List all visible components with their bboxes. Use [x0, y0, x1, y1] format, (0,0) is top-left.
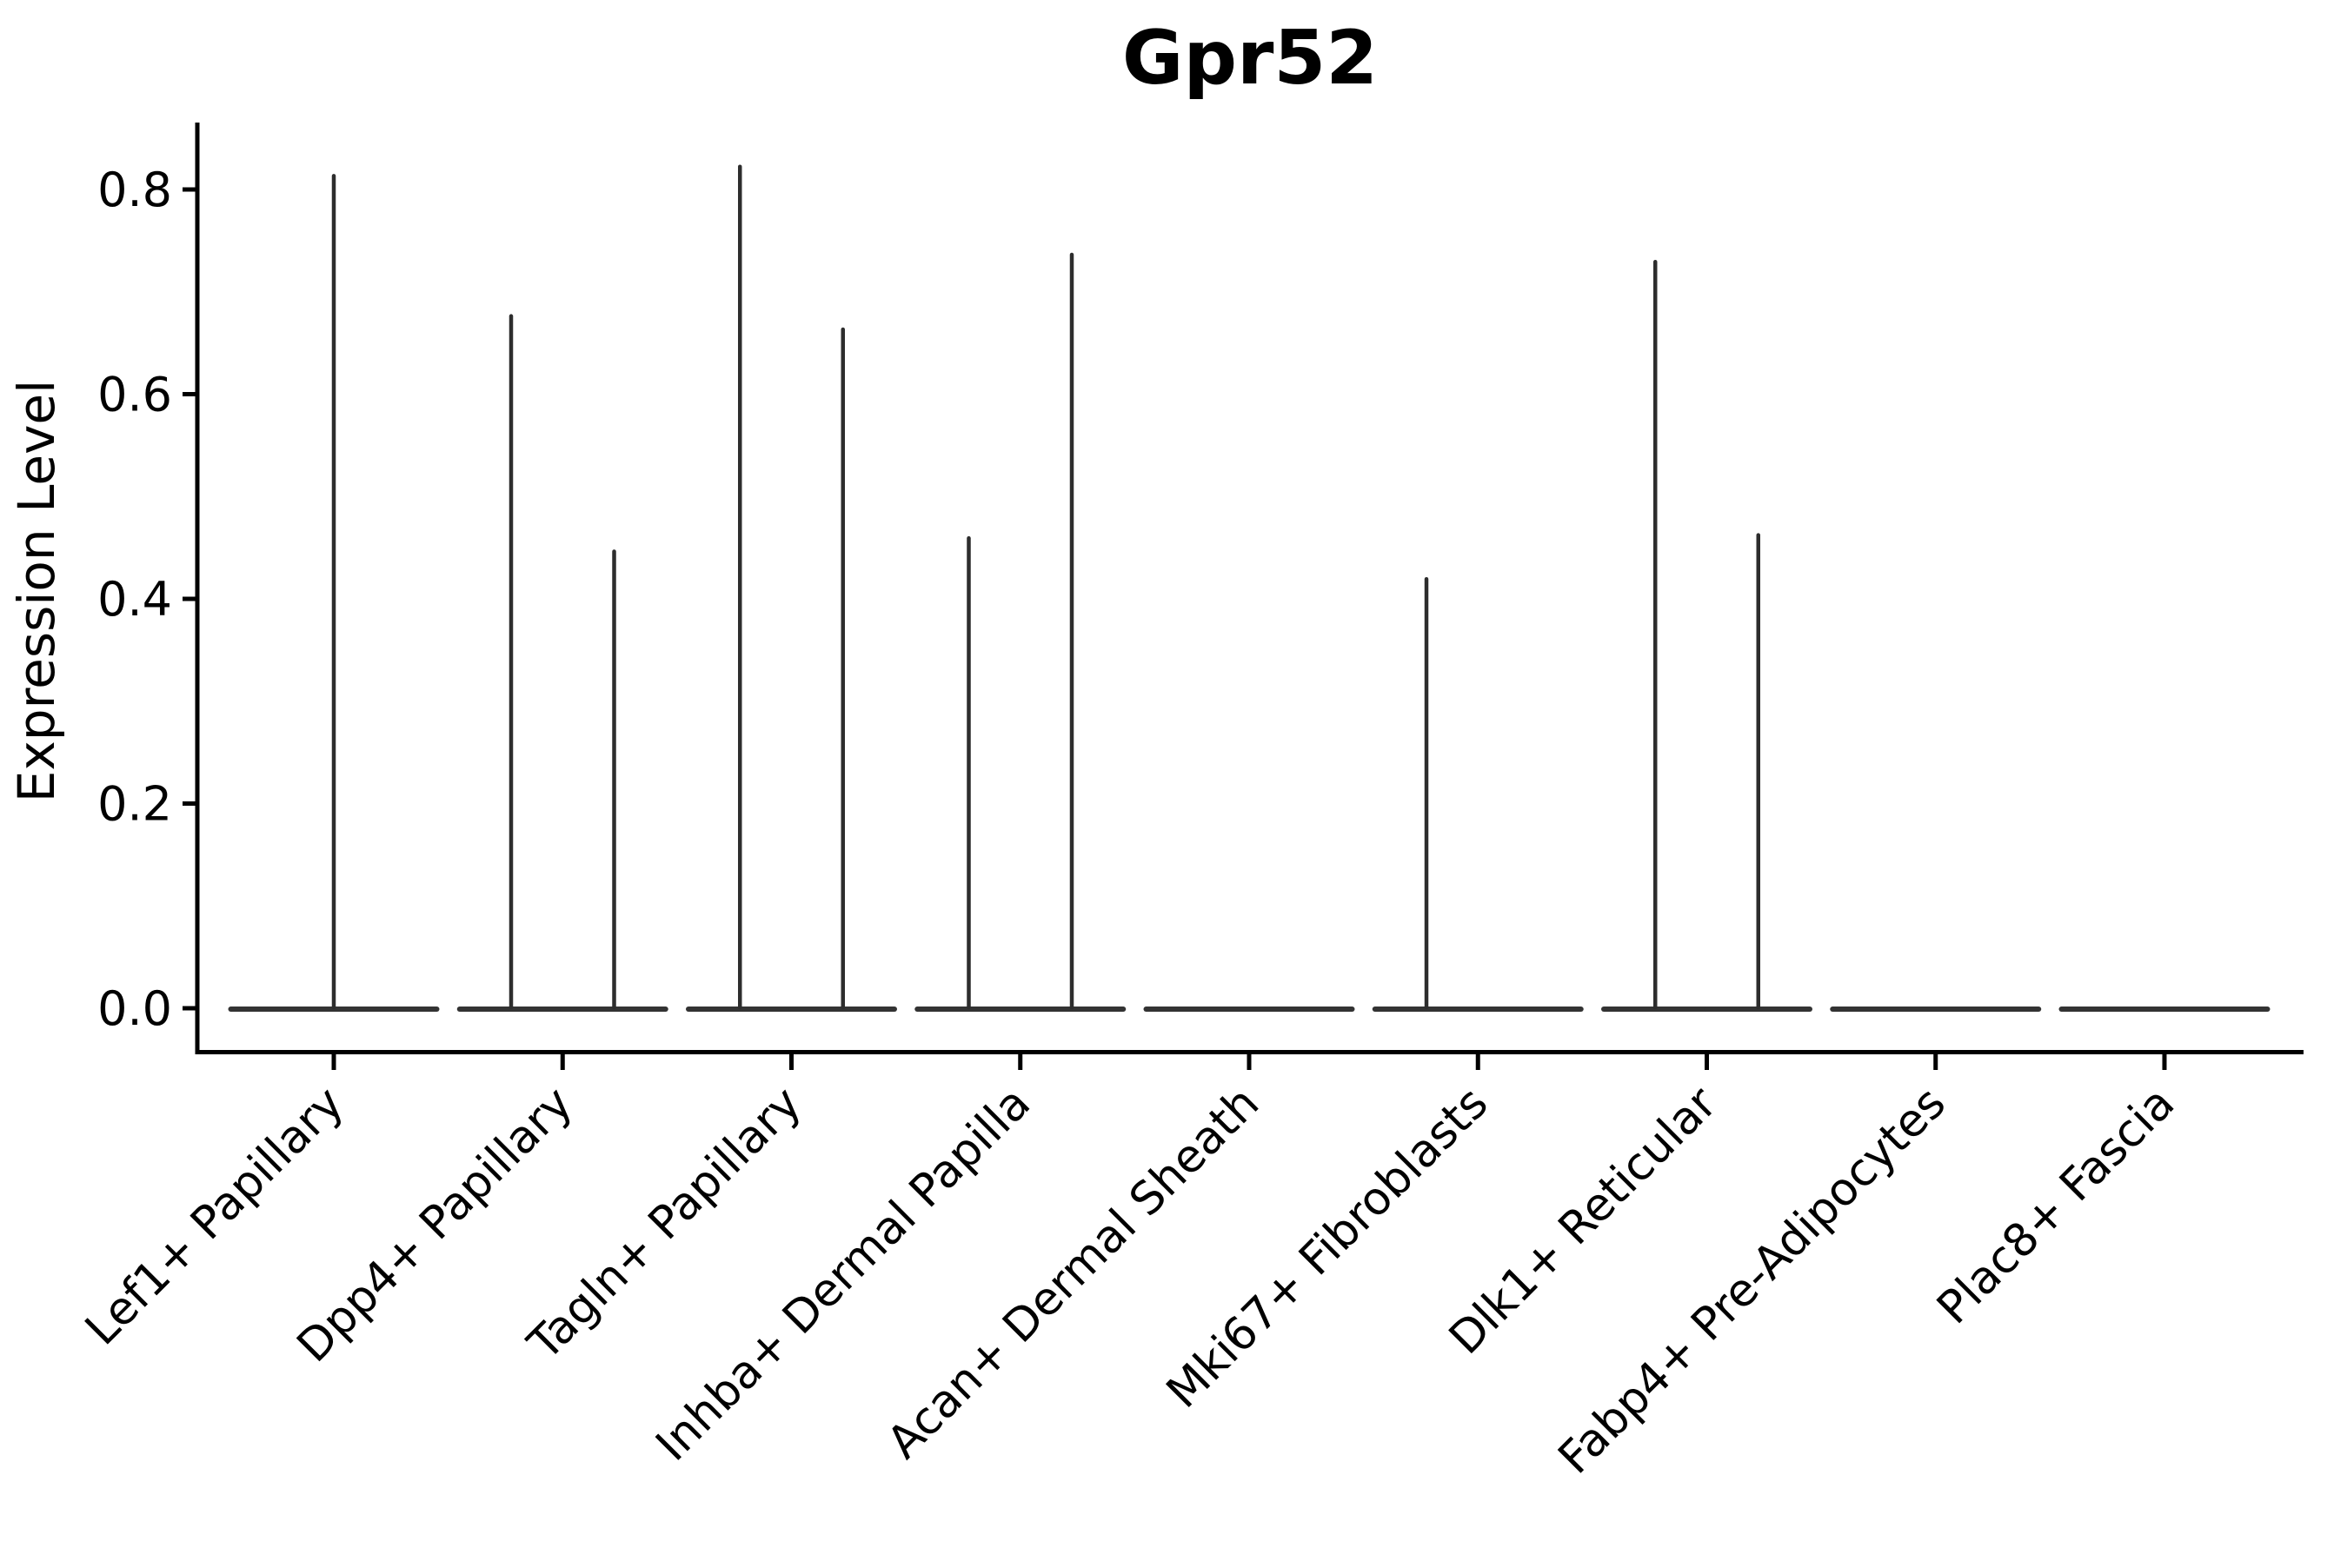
y-axis-label: Expression Level: [7, 380, 66, 802]
x-tick-label: Inhba+ Dermal Papilla: [646, 1077, 1040, 1471]
y-tick-label: 0.6: [97, 367, 172, 422]
violin-group: Acan+ Dermal Sheath: [878, 1007, 1355, 1469]
violin-group: Dpp4+ Papillary: [288, 314, 668, 1372]
y-tick-label: 0.4: [97, 572, 172, 627]
violin-group: Lef1+ Papillary: [76, 174, 440, 1355]
y-axis: 0.0 0.2 0.4 0.6 0.8: [97, 163, 197, 1036]
y-tick-label: 0.2: [97, 776, 172, 831]
x-tick-label: Fabp4+ Pre-Adipocytes: [1549, 1077, 1956, 1484]
violin-group: Plac8+ Fascia: [1927, 1007, 2271, 1334]
violin-group: Tagln+ Papillary: [518, 164, 897, 1371]
violin-group: Fabp4+ Pre-Adipocytes: [1549, 1007, 2042, 1485]
y-tick-label: 0.8: [97, 163, 172, 217]
chart-title: Gpr52: [1122, 15, 1378, 102]
x-tick-label: Acan+ Dermal Sheath: [878, 1077, 1270, 1469]
violin-group: Dlk1+ Reticular: [1439, 259, 1812, 1365]
y-tick-label: 0.0: [97, 981, 172, 1036]
x-tick-label: Plac8+ Fascia: [1927, 1077, 2184, 1334]
